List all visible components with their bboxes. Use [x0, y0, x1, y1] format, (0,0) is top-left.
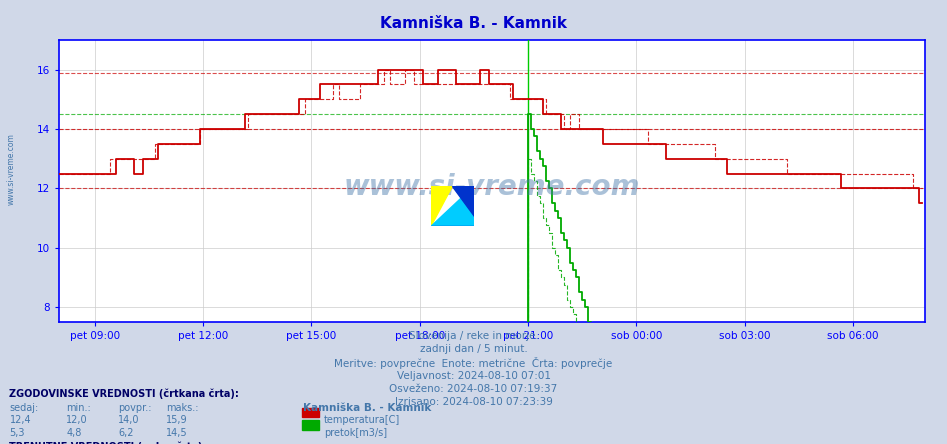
Text: povpr.:: povpr.:	[118, 403, 152, 413]
Text: TRENUTNE VREDNOSTI (polna črta):: TRENUTNE VREDNOSTI (polna črta):	[9, 442, 206, 444]
Text: Slovenija / reke in morje.: Slovenija / reke in morje.	[408, 331, 539, 341]
Text: sedaj:: sedaj:	[9, 403, 39, 413]
Text: Meritve: povprečne  Enote: metrične  Črta: povprečje: Meritve: povprečne Enote: metrične Črta:…	[334, 357, 613, 369]
Text: 6,2: 6,2	[118, 428, 134, 438]
Text: www.si-vreme.com: www.si-vreme.com	[344, 173, 640, 201]
Polygon shape	[431, 226, 474, 236]
Text: 12,0: 12,0	[66, 415, 88, 425]
Text: Izrisano: 2024-08-10 07:23:39: Izrisano: 2024-08-10 07:23:39	[395, 397, 552, 408]
Text: 14,5: 14,5	[166, 428, 188, 438]
Polygon shape	[453, 186, 474, 217]
Polygon shape	[431, 186, 474, 226]
Text: temperatura[C]: temperatura[C]	[324, 415, 401, 425]
Text: 4,8: 4,8	[66, 428, 81, 438]
Text: ZGODOVINSKE VREDNOSTI (črtkana črta):: ZGODOVINSKE VREDNOSTI (črtkana črta):	[9, 388, 240, 399]
Text: Kamniška B. - Kamnik: Kamniška B. - Kamnik	[380, 16, 567, 31]
Text: 14,0: 14,0	[118, 415, 140, 425]
Text: Veljavnost: 2024-08-10 07:01: Veljavnost: 2024-08-10 07:01	[397, 371, 550, 381]
Polygon shape	[431, 186, 453, 226]
Text: www.si-vreme.com: www.si-vreme.com	[7, 133, 16, 205]
Text: min.:: min.:	[66, 403, 91, 413]
Text: maks.:: maks.:	[166, 403, 198, 413]
Text: 15,9: 15,9	[166, 415, 188, 425]
Text: 5,3: 5,3	[9, 428, 25, 438]
Text: 12,4: 12,4	[9, 415, 31, 425]
Text: Osveženo: 2024-08-10 07:19:37: Osveženo: 2024-08-10 07:19:37	[389, 384, 558, 394]
Text: Kamniška B. - Kamnik: Kamniška B. - Kamnik	[303, 403, 432, 413]
Text: zadnji dan / 5 minut.: zadnji dan / 5 minut.	[420, 344, 527, 354]
Text: pretok[m3/s]: pretok[m3/s]	[324, 428, 387, 438]
